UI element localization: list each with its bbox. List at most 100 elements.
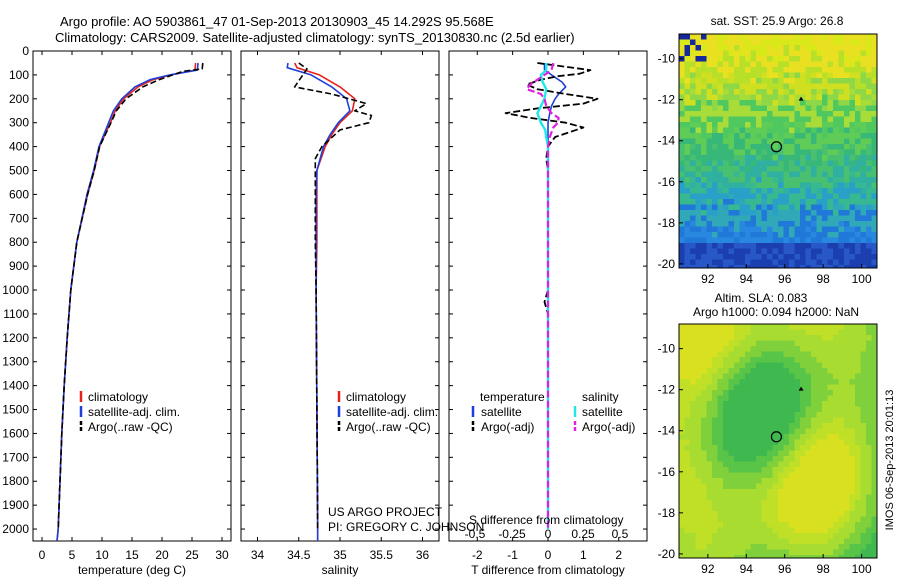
map-cell bbox=[767, 210, 773, 216]
map-cell bbox=[690, 237, 696, 244]
map-cell bbox=[849, 177, 856, 183]
map-cell bbox=[684, 483, 691, 490]
map-cell bbox=[783, 445, 790, 451]
map-cell bbox=[679, 78, 685, 84]
map-cell bbox=[783, 439, 790, 446]
map-cell bbox=[778, 489, 784, 495]
map-cell bbox=[816, 133, 823, 139]
map-cell bbox=[844, 335, 850, 341]
map-cell bbox=[701, 215, 707, 222]
map-cell bbox=[712, 362, 718, 369]
map-cell bbox=[695, 39, 702, 46]
map-cell bbox=[684, 395, 691, 402]
map-cell bbox=[783, 78, 790, 84]
map-cell bbox=[816, 144, 823, 150]
map-cell bbox=[684, 439, 691, 446]
map-cell bbox=[833, 100, 839, 106]
map-cell bbox=[811, 346, 817, 352]
map-cell bbox=[701, 467, 707, 473]
map-cell bbox=[805, 171, 812, 178]
map-cell bbox=[805, 61, 812, 68]
map-cell bbox=[767, 265, 773, 268]
map-cell bbox=[750, 379, 757, 385]
map-cell bbox=[723, 500, 729, 506]
map-cell bbox=[860, 155, 867, 161]
map-cell bbox=[756, 324, 762, 330]
map-cell bbox=[728, 329, 735, 336]
map-cell bbox=[739, 34, 746, 40]
map-cell bbox=[690, 489, 696, 495]
map-cell bbox=[866, 149, 872, 156]
y-tick-label: -20 bbox=[658, 257, 676, 271]
map-cell bbox=[800, 494, 806, 501]
map-cell bbox=[783, 406, 790, 413]
map-cell bbox=[728, 204, 735, 211]
map-cell bbox=[728, 237, 735, 244]
map-cell bbox=[811, 116, 817, 123]
map-cell bbox=[695, 171, 702, 178]
map-cell bbox=[684, 232, 691, 238]
map-cell bbox=[701, 544, 707, 550]
map-cell bbox=[778, 34, 784, 40]
map-cell bbox=[739, 122, 746, 128]
map-cell bbox=[833, 149, 839, 156]
map-cell bbox=[745, 500, 751, 506]
map-cell bbox=[789, 171, 795, 178]
map-cell bbox=[789, 83, 795, 90]
map-cell bbox=[783, 122, 790, 128]
map-cell bbox=[739, 171, 746, 178]
map-cell bbox=[794, 105, 801, 112]
map-cell bbox=[789, 39, 795, 46]
map-cell bbox=[794, 340, 801, 347]
map-cell bbox=[712, 72, 718, 79]
map-cell bbox=[750, 527, 757, 534]
map-cell bbox=[728, 248, 735, 255]
map-cell bbox=[827, 538, 834, 545]
map-cell bbox=[734, 390, 740, 396]
map-cell bbox=[860, 373, 867, 380]
map-cell bbox=[778, 155, 784, 161]
map-cell bbox=[739, 221, 746, 227]
map-cell bbox=[783, 483, 790, 490]
map-cell bbox=[767, 511, 773, 517]
map-cell bbox=[800, 144, 806, 150]
map-cell bbox=[679, 324, 685, 330]
map-cell bbox=[871, 133, 877, 139]
map-cell bbox=[866, 160, 872, 167]
map-cell bbox=[767, 204, 773, 211]
map-cell bbox=[800, 182, 806, 189]
map-cell bbox=[783, 395, 790, 402]
map-cell bbox=[750, 511, 757, 517]
map-cell bbox=[712, 401, 718, 407]
map-cell bbox=[849, 144, 856, 150]
map-cell bbox=[811, 516, 817, 523]
map-cell bbox=[833, 116, 839, 123]
map-cell bbox=[750, 116, 757, 123]
map-cell bbox=[679, 243, 685, 249]
map-cell bbox=[679, 428, 685, 435]
map-cell bbox=[695, 467, 702, 473]
map-cell bbox=[723, 155, 729, 161]
y-tick-label: -16 bbox=[658, 465, 676, 479]
map-cell bbox=[767, 188, 773, 194]
map-cell bbox=[789, 494, 795, 501]
map-cell bbox=[690, 259, 696, 266]
map-cell bbox=[712, 368, 718, 374]
map-cell bbox=[723, 160, 729, 167]
map-cell bbox=[816, 45, 823, 51]
map-cell bbox=[783, 243, 790, 249]
map-cell bbox=[728, 83, 735, 90]
map-cell bbox=[690, 105, 696, 112]
map-cell bbox=[745, 516, 751, 523]
map-cell bbox=[778, 243, 784, 249]
map-cell bbox=[827, 45, 834, 51]
map-cell bbox=[816, 428, 823, 435]
map-cell bbox=[767, 439, 773, 446]
map-cell bbox=[745, 456, 751, 462]
map-cell bbox=[833, 226, 839, 233]
map-cell bbox=[701, 171, 707, 178]
map-cell bbox=[679, 549, 685, 556]
legend-label-t-satellite: satellite bbox=[481, 405, 522, 419]
map-cell bbox=[706, 215, 713, 222]
map-cell bbox=[794, 324, 801, 330]
